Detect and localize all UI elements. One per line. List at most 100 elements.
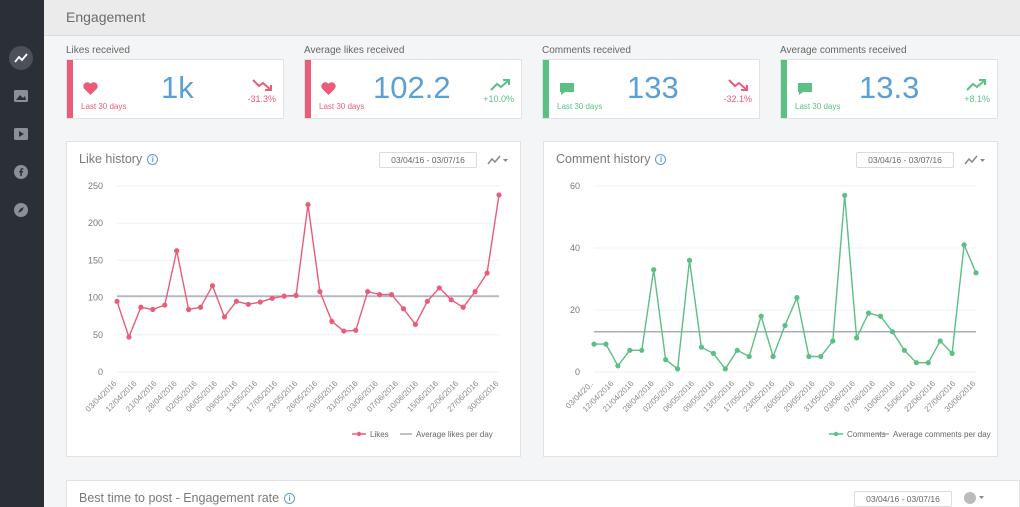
y-tick-label: 200 [88,218,103,228]
data-point [365,289,371,295]
stat-card-comments: Comments received Last 30 days 133 -32.1… [542,45,760,119]
data-point [162,302,168,308]
stat-period: Last 30 days [319,102,365,111]
data-point [854,335,860,341]
data-point [889,329,896,335]
trend-up-icon [490,79,510,91]
best-time-panel: Best time to post - Engagement rate i 03/… [66,480,1020,507]
data-point [603,341,609,347]
data-point [424,298,430,304]
facebook-icon[interactable] [9,160,33,184]
y-tick-label: 40 [570,243,580,253]
date-range-picker[interactable]: 03/04/16 - 03/07/16 [856,152,954,168]
data-point [472,289,478,295]
chart-type-selector[interactable] [964,154,986,166]
data-point [865,310,872,316]
info-icon[interactable]: i [147,154,159,165]
image-icon[interactable] [9,84,33,108]
stat-label: Average comments received [780,45,907,56]
trend-icon[interactable] [9,46,33,70]
stat-label: Average likes received [304,45,405,56]
data-point [257,299,263,305]
data-point [830,338,836,344]
data-point [496,192,502,198]
stat-card-likes: Likes received Last 30 days 1k -31.3% [66,45,284,119]
data-point [591,341,597,347]
data-point [818,353,824,360]
comment-icon [560,83,574,95]
top-bar: Engagement [44,0,1020,36]
data-point [233,298,239,304]
y-tick-label: 100 [88,293,103,303]
y-tick-label: 50 [93,330,103,340]
video-icon[interactable] [9,122,33,146]
data-point [961,242,967,248]
data-point [245,301,251,307]
data-point [460,304,466,310]
data-point [710,350,716,356]
data-point [901,347,907,353]
data-point [698,344,705,350]
trend-down-icon [728,79,748,91]
data-point [186,306,192,313]
comment-history-panel: Comment history i 03/04/16 - 03/07/16 0 20… [543,141,998,457]
stat-label: Comments received [542,45,631,56]
data-point [412,321,419,327]
info-icon[interactable]: i [284,493,296,504]
data-point [794,295,800,301]
data-point [806,353,812,360]
stat-period: Last 30 days [795,102,841,111]
data-point [138,304,144,310]
stat-value: 1k [161,70,194,105]
compass-icon[interactable] [9,198,33,222]
stat-change: -32.1% [723,94,752,104]
data-point [877,313,884,319]
data-point [209,283,216,289]
stat-change: +8.1% [964,94,990,104]
data-point [269,295,275,301]
data-point [150,306,156,313]
data-point [341,328,347,334]
data-point [400,306,407,312]
like-history-chart: 05010015020025003/04/201612/04/201621/04… [84,181,502,439]
data-point [758,313,764,319]
stat-label: Likes received [66,45,130,56]
y-tick-label: 0 [98,367,103,377]
heart-icon [321,82,336,95]
stat-card-avg-comments: Average comments received Last 30 days 1… [780,45,998,119]
data-point [377,292,383,298]
data-point [913,360,919,366]
chart-legend: Comments Average comments per day [829,430,991,439]
data-point [484,270,490,276]
date-range-picker[interactable]: 03/04/16 - 03/07/16 [854,491,952,507]
legend-label: Likes [370,430,389,439]
trend-up-icon [966,79,986,91]
data-point [651,267,657,273]
legend-label: Average likes per day [416,430,493,439]
like-history-panel: Like history i 03/04/16 - 03/07/16 0 50 100… [66,141,521,457]
data-point [973,270,979,276]
data-point [448,297,454,303]
date-range-picker[interactable]: 03/04/16 - 03/07/16 [379,152,477,168]
data-point [722,366,728,372]
panel-title: Best time to post - Engagement rate i [79,491,296,505]
chart-type-selector[interactable] [487,154,509,166]
comment-icon [798,83,812,95]
data-point [639,347,645,353]
stat-period: Last 30 days [81,102,127,111]
page-title: Engagement [66,9,146,25]
stat-value: 133 [627,70,679,105]
data-point [329,318,335,325]
legend-marker [833,431,839,437]
data-point [436,285,442,291]
settings-selector[interactable] [963,490,987,506]
stat-value: 13.3 [859,70,920,105]
chart-legend: Likes Average likes per day [352,430,493,439]
y-tick-label: 250 [88,181,103,191]
data-point [293,292,299,298]
y-tick-label: 60 [570,181,580,191]
info-icon[interactable]: i [655,154,667,165]
legend-label: Average comments per day [893,430,991,439]
y-tick-label: 0 [575,367,580,377]
stat-change: +10.0% [483,94,514,104]
